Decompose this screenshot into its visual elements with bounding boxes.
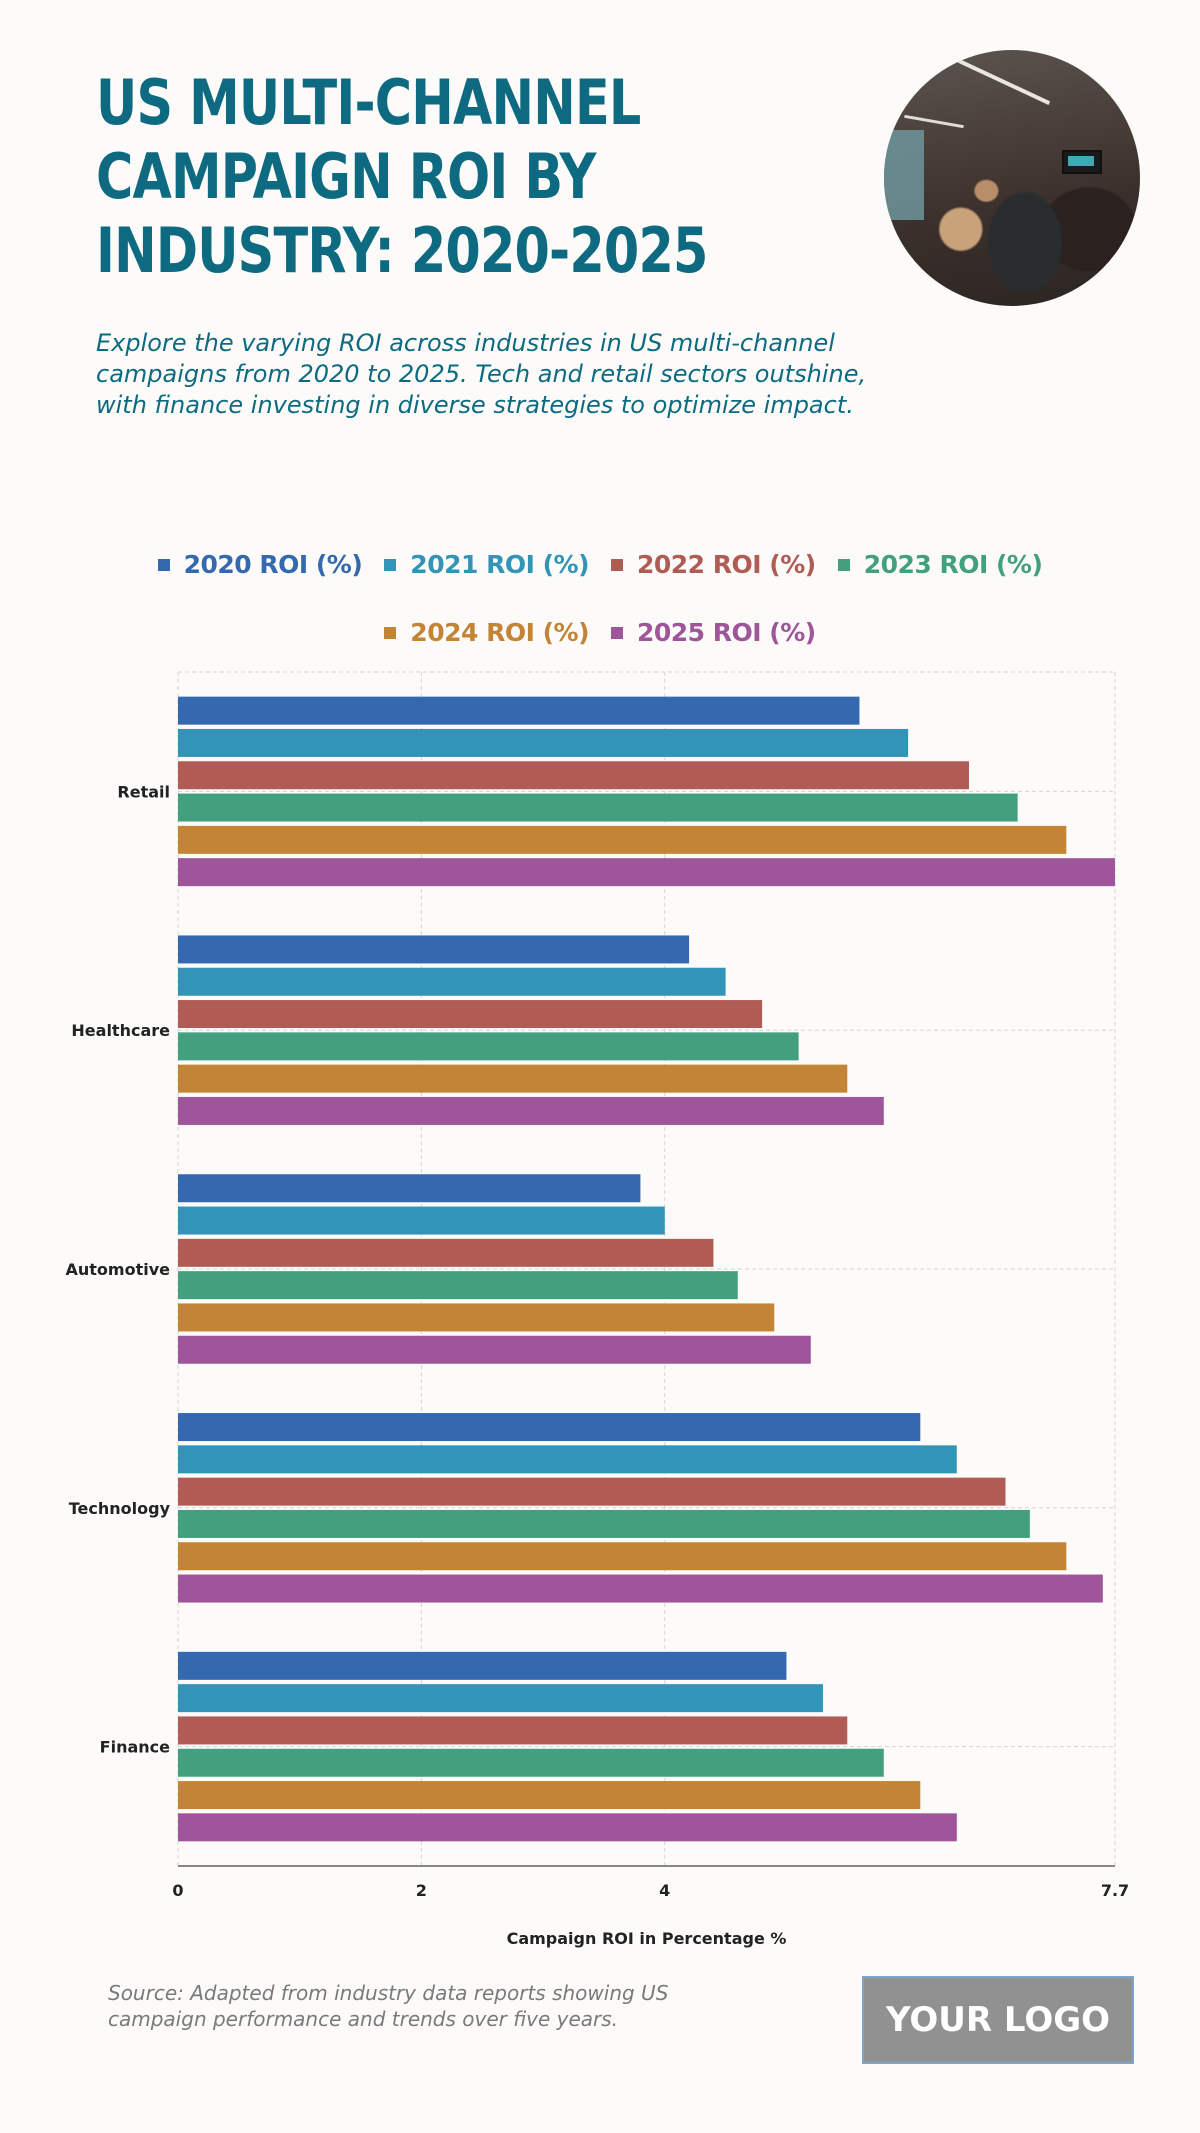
bar-technology-2024[interactable] xyxy=(178,1542,1067,1571)
legend-label: 2020 ROI (%) xyxy=(183,550,363,579)
bar-technology-2025[interactable] xyxy=(178,1574,1103,1603)
x-axis-title: Campaign ROI in Percentage % xyxy=(507,1929,787,1948)
bar-retail-2025[interactable] xyxy=(178,858,1115,887)
bar-healthcare-2020[interactable] xyxy=(178,935,690,964)
page-title: US Multi-Channel Campaign ROI by Industr… xyxy=(96,66,708,287)
bar-healthcare-2025[interactable] xyxy=(178,1096,884,1125)
bar-finance-2021[interactable] xyxy=(178,1684,823,1713)
legend-item[interactable]: 2020 ROI (%) xyxy=(157,550,363,579)
bar-finance-2025[interactable] xyxy=(178,1813,957,1842)
legend-swatch xyxy=(384,626,397,639)
logo-placeholder: YOUR LOGO xyxy=(862,1976,1134,2064)
bar-retail-2020[interactable] xyxy=(178,696,860,725)
bar-healthcare-2022[interactable] xyxy=(178,1000,763,1029)
legend-item[interactable]: 2024 ROI (%) xyxy=(384,618,589,647)
legend-swatch xyxy=(837,558,850,571)
bar-finance-2022[interactable] xyxy=(178,1716,848,1745)
source-note: Source: Adapted from industry data repor… xyxy=(108,1981,669,2031)
bar-technology-2023[interactable] xyxy=(178,1509,1030,1538)
bar-automotive-2023[interactable] xyxy=(178,1271,738,1300)
legend-swatch xyxy=(384,558,397,571)
legend-label: 2021 ROI (%) xyxy=(410,550,589,579)
photo-tv xyxy=(1062,150,1102,174)
x-tick-label: 0 xyxy=(172,1881,183,1900)
bar-retail-2022[interactable] xyxy=(178,761,969,790)
chart-legend-row-2: 2024 ROI (%) 2025 ROI (%) xyxy=(0,618,1200,647)
x-tick-label: 2 xyxy=(416,1881,427,1900)
x-tick-labels: 0 2 4 7.7 xyxy=(172,1881,1129,1900)
legend-item[interactable]: 2021 ROI (%) xyxy=(384,550,589,579)
x-tick-label: 4 xyxy=(659,1881,670,1900)
page-subtitle: Explore the varying ROI across industrie… xyxy=(96,329,867,419)
bar-healthcare-2023[interactable] xyxy=(178,1032,799,1061)
header-photo xyxy=(884,50,1140,306)
chart-legend-row-1: 2020 ROI (%) 2021 ROI (%) 2022 ROI (%) 2023… xyxy=(0,550,1200,579)
bar-retail-2021[interactable] xyxy=(178,728,909,757)
category-label: Technology xyxy=(69,1499,171,1518)
legend-item[interactable]: 2023 ROI (%) xyxy=(837,550,1043,579)
bar-technology-2021[interactable] xyxy=(178,1445,957,1474)
legend-label: 2025 ROI (%) xyxy=(637,618,816,647)
legend-item[interactable]: 2025 ROI (%) xyxy=(611,618,816,647)
legend-swatch xyxy=(611,558,623,571)
bar-automotive-2022[interactable] xyxy=(178,1238,714,1267)
legend-swatch xyxy=(611,626,623,639)
category-label: Retail xyxy=(117,782,170,801)
bar-finance-2020[interactable] xyxy=(178,1651,787,1680)
category-label: Automotive xyxy=(66,1260,171,1279)
legend-label: 2024 ROI (%) xyxy=(410,618,589,647)
category-label: Healthcare xyxy=(71,1021,170,1040)
legend-label: 2023 ROI (%) xyxy=(863,550,1043,579)
bar-automotive-2020[interactable] xyxy=(178,1174,641,1203)
bar-automotive-2024[interactable] xyxy=(178,1303,775,1332)
chart-bars xyxy=(178,696,1115,1842)
category-label: Finance xyxy=(100,1738,170,1757)
bar-automotive-2025[interactable] xyxy=(178,1335,811,1364)
bar-retail-2024[interactable] xyxy=(178,825,1067,854)
legend-swatch xyxy=(157,558,170,571)
bar-healthcare-2024[interactable] xyxy=(178,1064,848,1093)
legend-label: 2022 ROI (%) xyxy=(637,550,816,579)
bar-technology-2020[interactable] xyxy=(178,1413,921,1442)
category-labels: Retail Healthcare Automotive Technology Fina… xyxy=(66,782,171,1756)
bar-automotive-2021[interactable] xyxy=(178,1206,665,1235)
bar-retail-2023[interactable] xyxy=(178,793,1018,822)
bar-technology-2022[interactable] xyxy=(178,1477,1006,1506)
bar-chart: Retail Healthcare Automotive Technology Fina… xyxy=(66,671,1129,1948)
bar-finance-2024[interactable] xyxy=(178,1781,921,1810)
bar-healthcare-2021[interactable] xyxy=(178,967,726,996)
x-tick-label: 7.7 xyxy=(1101,1881,1129,1900)
legend-item[interactable]: 2022 ROI (%) xyxy=(611,550,816,579)
bar-finance-2023[interactable] xyxy=(178,1748,884,1777)
photo-window xyxy=(884,130,924,220)
